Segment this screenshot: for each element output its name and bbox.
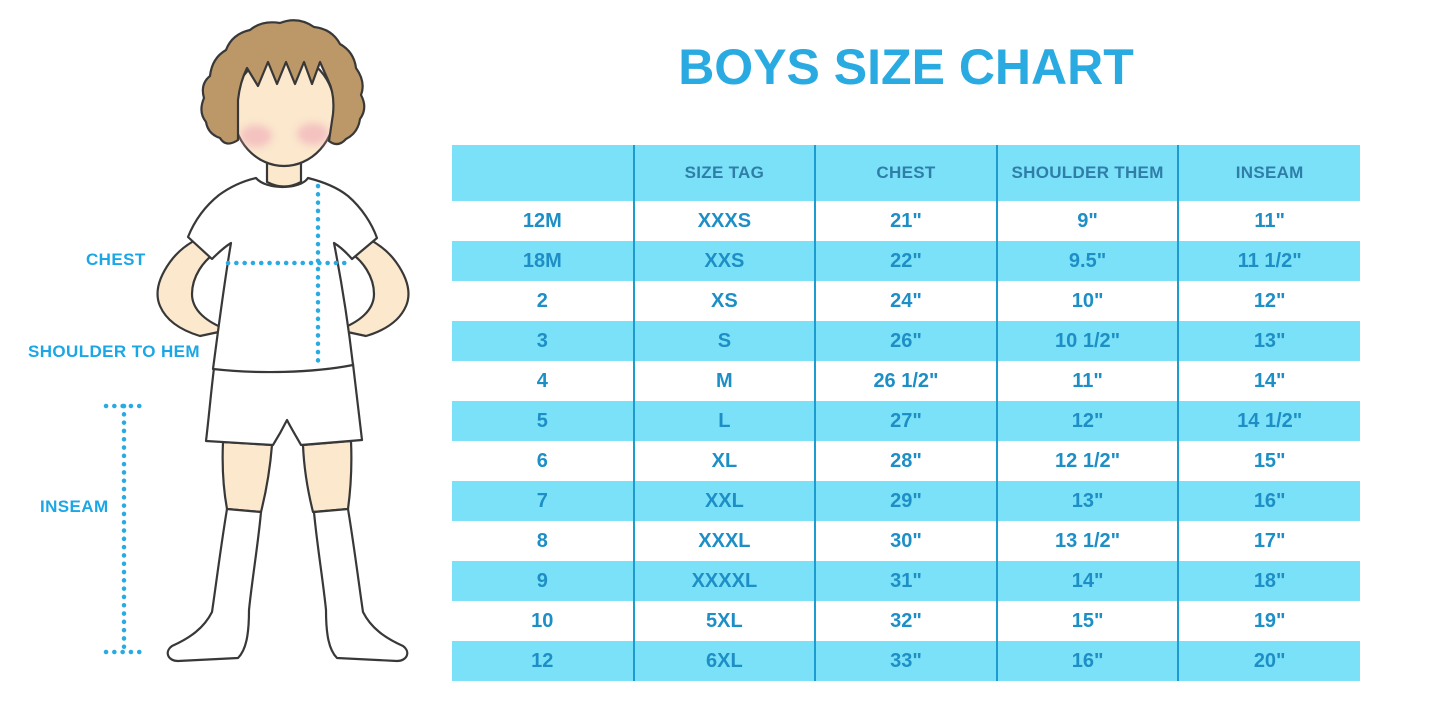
table-cell: 22" <box>814 241 997 281</box>
size-table-body: 12M XXXS 21" 9" 11" 18M XXS 22" 9.5" 11 1/2" 2 XS 24… <box>452 201 1360 681</box>
column-header: SHOULDER THEM <box>995 145 1179 201</box>
table-cell: 12 1/2" <box>995 441 1179 481</box>
table-cell: 30" <box>814 521 997 561</box>
table-cell: 32" <box>814 601 997 641</box>
size-chart-table: SIZE TAG CHEST SHOULDER THEM INSEAM 12M XXXS… <box>452 145 1360 681</box>
table-row: 12M XXXS 21" 9" 11" <box>452 201 1360 241</box>
table-cell: 27" <box>814 401 997 441</box>
column-header: CHEST <box>814 145 997 201</box>
boy-hair <box>200 19 366 146</box>
page-title: BOYS SIZE CHART <box>678 39 1134 95</box>
table-cell: 17" <box>1177 521 1360 561</box>
table-row: 12 6XL 33" 16" 20" <box>452 641 1360 681</box>
size-table-head: SIZE TAG CHEST SHOULDER THEM INSEAM <box>452 145 1360 201</box>
column-header <box>452 145 634 201</box>
table-cell: XXL <box>632 481 816 521</box>
table-row: 3 S 26" 10 1/2" 13" <box>452 321 1360 361</box>
header-row: SIZE TAG CHEST SHOULDER THEM INSEAM <box>452 145 1360 201</box>
shoulder-to-hem-label: SHOULDER TO HEM <box>28 342 200 361</box>
table-cell: 5 <box>452 401 634 441</box>
boy-left-cheek <box>240 125 272 147</box>
table-cell: 13" <box>1177 321 1360 361</box>
table-cell: 33" <box>814 641 997 681</box>
inseam-label: INSEAM <box>40 497 109 516</box>
table-cell: 14 1/2" <box>1177 401 1360 441</box>
column-header: INSEAM <box>1177 145 1360 201</box>
table-cell: 2 <box>452 281 634 321</box>
boy-tshirt <box>186 176 379 374</box>
table-cell: 15" <box>995 601 1179 641</box>
table-cell: XXXL <box>632 521 816 561</box>
table-cell: 11" <box>1177 201 1360 241</box>
table-cell: 12 <box>452 641 634 681</box>
table-cell: 24" <box>814 281 997 321</box>
table-cell: 13" <box>995 481 1179 521</box>
table-row: 7 XXL 29" 13" 16" <box>452 481 1360 521</box>
table-row: 9 XXXXL 31" 14" 18" <box>452 561 1360 601</box>
boy-left-leg <box>221 440 274 514</box>
table-cell: 18" <box>1177 561 1360 601</box>
table-cell: XXS <box>632 241 816 281</box>
table-cell: 9 <box>452 561 634 601</box>
table-cell: 20" <box>1177 641 1360 681</box>
table-cell: XS <box>632 281 816 321</box>
table-cell: 11 1/2" <box>1177 241 1360 281</box>
table-cell: 31" <box>814 561 997 601</box>
table-cell: 12M <box>452 201 634 241</box>
table-row: 8 XXXL 30" 13 1/2" 17" <box>452 521 1360 561</box>
table-row: 5 L 27" 12" 14 1/2" <box>452 401 1360 441</box>
table-cell: 21" <box>814 201 997 241</box>
table-cell: 18M <box>452 241 634 281</box>
chest-label: CHEST <box>86 250 146 269</box>
boy-right-leg <box>301 439 353 514</box>
table-cell: 10" <box>995 281 1179 321</box>
table-row: 6 XL 28" 12 1/2" 15" <box>452 441 1360 481</box>
table-cell: 16" <box>1177 481 1360 521</box>
table-cell: 12" <box>995 401 1179 441</box>
boy-right-arm <box>336 230 410 338</box>
table-cell: 26 1/2" <box>814 361 997 401</box>
table-cell: XL <box>632 441 816 481</box>
table-row: 10 5XL 32" 15" 19" <box>452 601 1360 641</box>
table-cell: 10 1/2" <box>995 321 1179 361</box>
boy-measurement-diagram <box>103 19 410 663</box>
boy-right-cheek <box>297 123 329 145</box>
table-cell: 29" <box>814 481 997 521</box>
table-cell: 6XL <box>632 641 816 681</box>
table-cell: 9.5" <box>995 241 1179 281</box>
table-cell: M <box>632 361 816 401</box>
table-cell: 26" <box>814 321 997 361</box>
table-cell: 19" <box>1177 601 1360 641</box>
table-row: 2 XS 24" 10" 12" <box>452 281 1360 321</box>
table-row: 4 M 26 1/2" 11" 14" <box>452 361 1360 401</box>
column-header: SIZE TAG <box>632 145 816 201</box>
table-cell: L <box>632 401 816 441</box>
table-cell: S <box>632 321 816 361</box>
table-cell: 13 1/2" <box>995 521 1179 561</box>
table-cell: 8 <box>452 521 634 561</box>
table-cell: XXXS <box>632 201 816 241</box>
table-cell: 9" <box>995 201 1179 241</box>
table-row: 18M XXS 22" 9.5" 11 1/2" <box>452 241 1360 281</box>
table-cell: 7 <box>452 481 634 521</box>
boy-left-sock <box>166 507 263 663</box>
table-cell: 10 <box>452 601 634 641</box>
table-cell: 15" <box>1177 441 1360 481</box>
table-cell: 5XL <box>632 601 816 641</box>
table-cell: 14" <box>995 561 1179 601</box>
table-cell: XXXXL <box>632 561 816 601</box>
boy-shorts <box>204 362 364 447</box>
table-cell: 3 <box>452 321 634 361</box>
boy-left-arm <box>156 230 230 338</box>
boy-right-sock <box>312 507 409 663</box>
table-cell: 14" <box>1177 361 1360 401</box>
table-cell: 4 <box>452 361 634 401</box>
table-cell: 16" <box>995 641 1179 681</box>
table-cell: 11" <box>995 361 1179 401</box>
table-cell: 28" <box>814 441 997 481</box>
table-cell: 12" <box>1177 281 1360 321</box>
table-cell: 6 <box>452 441 634 481</box>
